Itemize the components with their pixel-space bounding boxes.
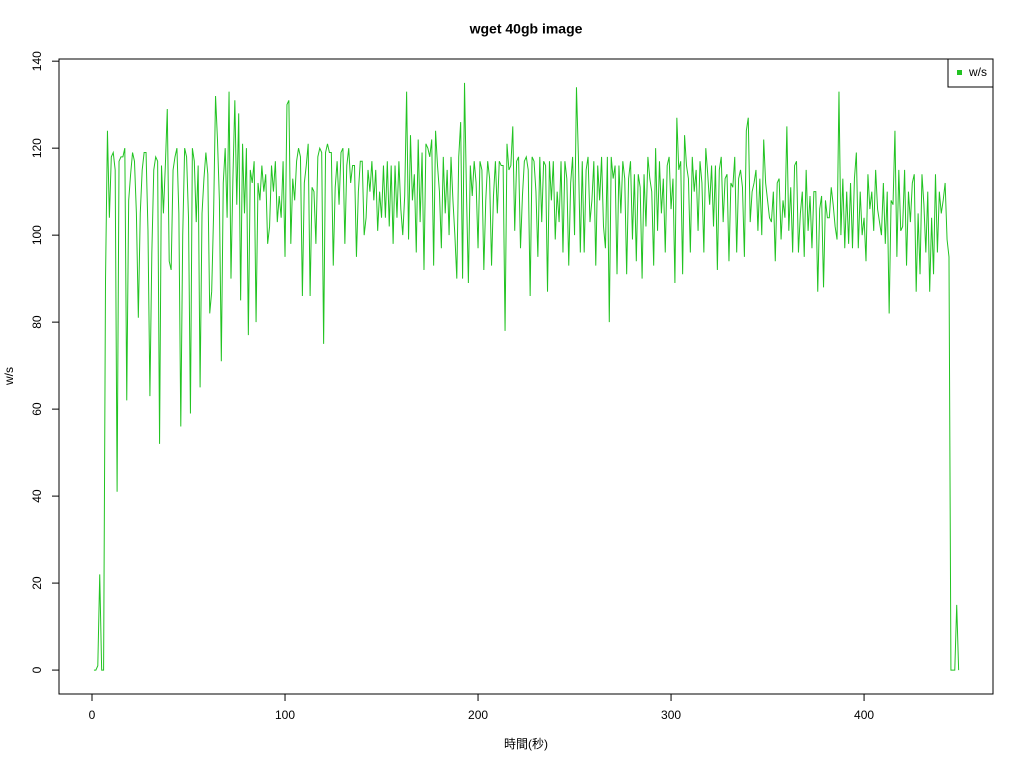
y-tick-label: 140 [30, 51, 44, 71]
y-tick-label: 40 [30, 489, 44, 503]
y-tick-label: 0 [30, 666, 44, 673]
x-tick-label: 200 [468, 708, 488, 722]
legend-swatch [957, 70, 962, 75]
y-tick-label: 20 [30, 576, 44, 590]
x-axis-label: 時間(秒) [504, 737, 548, 751]
x-tick-label: 0 [89, 708, 96, 722]
chart-title: wget 40gb image [469, 21, 583, 37]
y-tick-label: 60 [30, 402, 44, 416]
data-line [93, 82, 960, 671]
y-axis-label: w/s [2, 367, 16, 386]
x-tick-label: 100 [275, 708, 295, 722]
legend-box [947, 58, 994, 88]
y-tick-label: 80 [30, 315, 44, 329]
y-tick-label: 100 [30, 225, 44, 245]
plot-frame [58, 58, 994, 695]
x-tick-label: 400 [854, 708, 874, 722]
x-tick-label: 300 [661, 708, 681, 722]
y-tick-label: 120 [30, 138, 44, 158]
legend-label: w/s [968, 65, 987, 79]
